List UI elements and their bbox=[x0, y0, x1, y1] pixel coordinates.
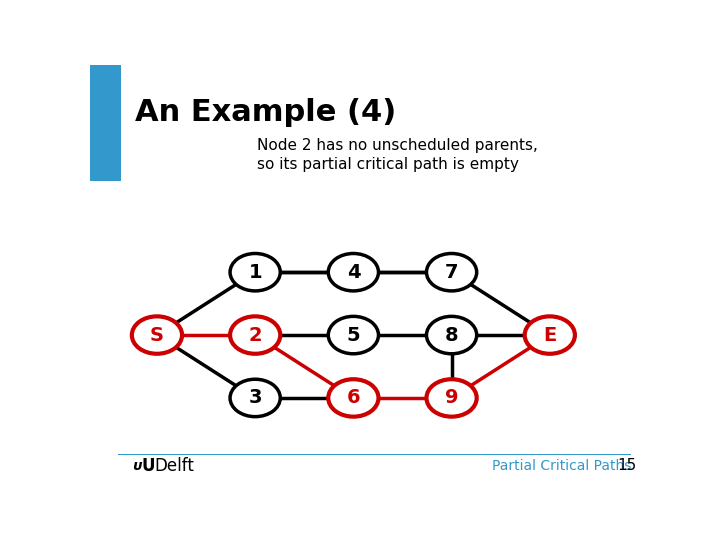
Circle shape bbox=[230, 379, 280, 417]
Circle shape bbox=[525, 316, 575, 354]
Circle shape bbox=[132, 316, 182, 354]
Text: 9: 9 bbox=[445, 388, 459, 408]
Text: 5: 5 bbox=[346, 326, 360, 345]
Text: Node 2 has no unscheduled parents,: Node 2 has no unscheduled parents, bbox=[258, 138, 539, 153]
Circle shape bbox=[426, 316, 477, 354]
Circle shape bbox=[328, 253, 379, 291]
Circle shape bbox=[328, 379, 379, 417]
Circle shape bbox=[426, 253, 477, 291]
Text: 7: 7 bbox=[445, 262, 459, 282]
FancyBboxPatch shape bbox=[90, 65, 121, 181]
Text: Delft: Delft bbox=[154, 457, 194, 475]
Text: U: U bbox=[142, 457, 156, 475]
Text: 3: 3 bbox=[248, 388, 262, 408]
Text: E: E bbox=[543, 326, 557, 345]
Text: so its partial critical path is empty: so its partial critical path is empty bbox=[258, 157, 519, 172]
Text: 6: 6 bbox=[346, 388, 360, 408]
Text: An Example (4): An Example (4) bbox=[135, 98, 396, 127]
Text: 15: 15 bbox=[617, 458, 636, 473]
Circle shape bbox=[230, 253, 280, 291]
Circle shape bbox=[328, 316, 379, 354]
Text: 4: 4 bbox=[346, 262, 360, 282]
Circle shape bbox=[426, 379, 477, 417]
Text: ᴜ: ᴜ bbox=[132, 458, 140, 472]
Circle shape bbox=[230, 316, 280, 354]
Text: 8: 8 bbox=[445, 326, 459, 345]
Text: 1: 1 bbox=[248, 262, 262, 282]
FancyBboxPatch shape bbox=[118, 454, 631, 455]
Text: 2: 2 bbox=[248, 326, 262, 345]
Text: Partial Critical Paths: Partial Critical Paths bbox=[492, 458, 631, 472]
Text: S: S bbox=[150, 326, 164, 345]
